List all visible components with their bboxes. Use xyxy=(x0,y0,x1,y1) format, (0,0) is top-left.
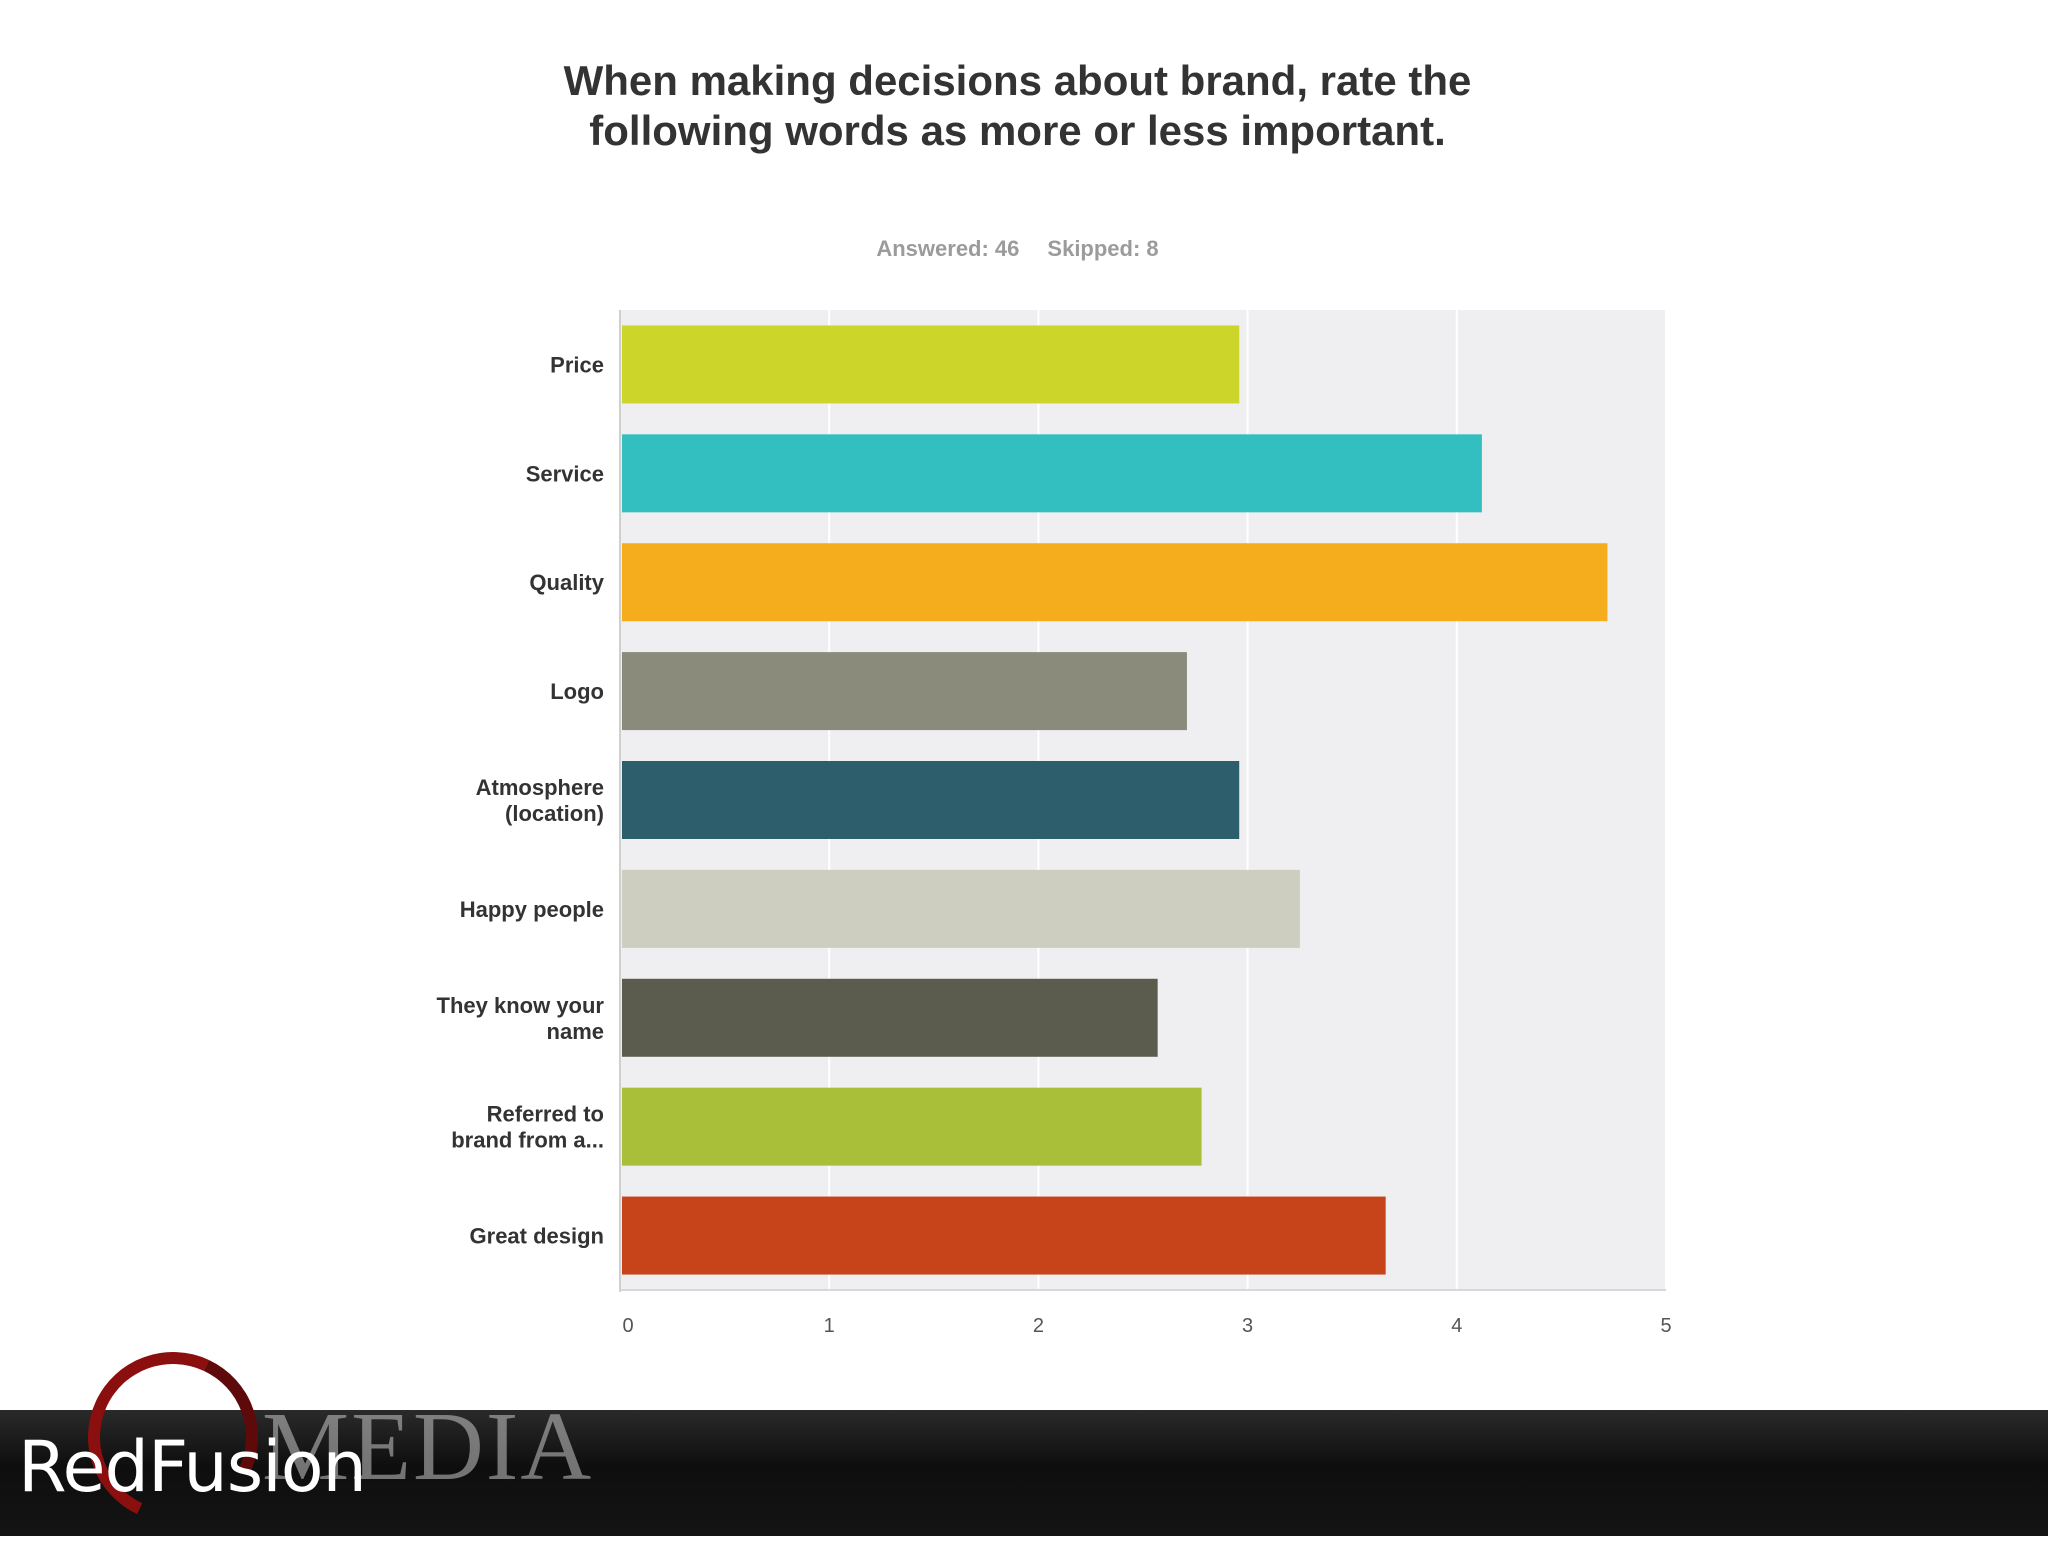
x-tick-label: 5 xyxy=(1660,1315,1671,1337)
x-tick-label: 2 xyxy=(1033,1315,1044,1337)
bar xyxy=(622,761,1240,839)
bar xyxy=(622,652,1187,731)
logo-media-text: MEDIA xyxy=(262,1393,594,1501)
category-label: Great design xyxy=(470,1224,604,1249)
bar-chart: 0 1 2 3 4 5 Price Service Quality Logo Atmosphere(… xyxy=(437,310,1672,1337)
category-label: name xyxy=(547,1019,604,1044)
category-label: Service xyxy=(526,461,604,486)
answered-count: Answered: 46 xyxy=(876,236,1020,261)
bar xyxy=(622,325,1240,404)
category-label: brand from a... xyxy=(451,1128,604,1153)
bar xyxy=(622,978,1158,1057)
category-label: Price xyxy=(550,352,604,377)
category-label: Happy people xyxy=(460,897,604,922)
x-tick-label: 4 xyxy=(1451,1315,1462,1337)
bar xyxy=(622,1196,1386,1275)
category-label: Logo xyxy=(550,679,604,704)
category-label: Referred to xyxy=(487,1102,604,1127)
category-label: Atmosphere xyxy=(476,775,604,800)
bar xyxy=(622,869,1300,948)
logo-brand-text: RedFusion xyxy=(18,1426,367,1508)
slide: When making decisions about brand, rate … xyxy=(436,57,1672,1337)
bar xyxy=(622,434,1482,513)
category-label: (location) xyxy=(505,801,604,826)
footer-bar xyxy=(0,1410,2048,1536)
category-label: They know your xyxy=(437,993,605,1018)
x-tick-label: 3 xyxy=(1242,1315,1253,1337)
x-tick-label: 1 xyxy=(824,1315,835,1337)
bar xyxy=(622,543,1608,622)
x-tick-label: 0 xyxy=(622,1315,633,1337)
response-stats: Answered: 46 Skipped: 8 xyxy=(540,236,1495,262)
category-label: Quality xyxy=(529,570,604,595)
chart-title: When making decisions about brand, rate … xyxy=(563,57,1472,154)
skipped-count: Skipped: 8 xyxy=(1047,236,1159,261)
bar xyxy=(622,1087,1202,1166)
